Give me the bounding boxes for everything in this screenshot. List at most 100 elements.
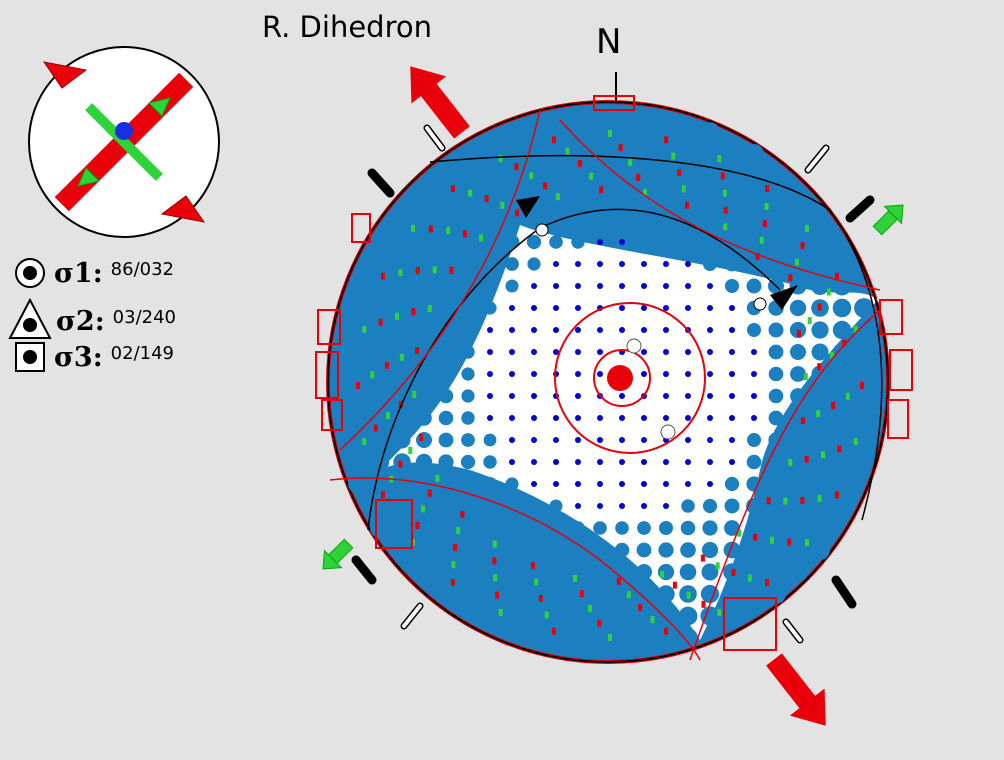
grid-dot [524,144,544,164]
grid-dot [437,541,455,559]
kinematic-tick [842,339,847,347]
grid-dot [481,189,499,207]
grid-dot [371,387,389,405]
grid-dot [415,475,433,493]
grid-dot [480,606,500,626]
grid-dot [810,496,830,516]
grid-dot [370,452,390,472]
grid-dot [547,167,565,185]
grid-dot [370,518,390,538]
grid-dot [663,503,669,509]
red-arc-2 [339,109,541,451]
kinematic-tick [456,527,461,535]
grid-dot [483,279,497,293]
grid-dot [415,453,433,471]
grid-dot [788,518,808,538]
grid-dot [768,454,784,470]
kinematic-tick [769,536,774,544]
grid-dot [810,210,830,230]
grid-dot [854,342,874,362]
grid-dot [832,276,852,296]
kinematic-tick [628,158,633,166]
grid-dot [745,189,763,207]
kinematic-tick [686,591,691,599]
grid-dot [701,563,719,581]
kinematic-tick [723,206,728,214]
sigma2-label: σ2: [56,305,105,337]
grid-dot [505,257,519,271]
sigma1-row: σ1: 86/032 [50,256,174,290]
grid-dot [548,212,564,228]
grid-dot [745,233,763,251]
grid-dot [348,276,368,296]
grid-dot [502,122,522,142]
grid-dot [416,432,432,448]
grid-dot [547,585,565,603]
kinematic-tick [800,496,805,504]
kinematic-tick [701,600,706,608]
grid-dot [722,584,742,604]
kinematic-tick [419,434,424,442]
grid-dot [707,481,713,487]
grid-dot [480,166,500,186]
grid-dot [575,283,581,289]
grid-dot [679,189,697,207]
sigma1-label: σ1: [54,257,103,289]
grid-dot [414,210,434,230]
kinematic-tick [453,543,458,551]
grid-dot [591,607,609,625]
grid-dot [348,408,368,428]
grid-dot [656,144,676,164]
grid-dot [663,371,669,377]
grid-dot [526,212,542,228]
kinematic-tick [587,605,592,613]
kinematic-tick [460,511,465,518]
grid-dot [509,459,515,465]
great-circle-1 [367,208,781,531]
triangle-icon [8,297,52,339]
grid-dot [509,349,515,355]
grid-dot [854,452,874,472]
sigma1-point [607,365,633,391]
grid-dot [575,503,581,509]
grid-dot [546,628,566,648]
grid-dot [525,563,543,581]
grid-dot [729,327,735,333]
kinematic-tick [451,561,456,569]
grid-dot [348,386,368,406]
kinematic-tick [432,266,437,274]
grid-dot [487,349,493,355]
square-icon [15,342,45,372]
grid-dot [810,518,830,538]
grid-dot [460,300,476,316]
grid-dot [707,305,713,311]
grid-dot [766,166,786,186]
grid-dot [707,459,713,465]
grid-dot [707,283,713,289]
pole-point-4 [753,297,767,311]
kinematic-tick [731,568,736,576]
grid-dot [591,145,609,163]
kinematic-tick [804,455,809,463]
grid-dot [480,584,500,604]
circle-icon [15,258,45,288]
kinematic-tick [398,269,403,277]
grid-dot [658,542,674,558]
grid-dot [597,261,603,267]
kinematic-tick [551,627,556,635]
grid-dot [505,499,519,513]
grid-dot [392,232,412,252]
kinematic-tick [765,579,770,586]
grid-dot [811,277,829,295]
grid-dot [724,498,740,514]
grid-dot [685,261,691,267]
grid-dot [459,541,477,559]
stress-regime-icon [28,46,220,238]
grid-dot [571,235,585,249]
grid-dot [745,519,763,537]
grid-dot [504,542,520,558]
grid-dot [854,320,874,340]
grid-dot [685,415,691,421]
grid-dot [832,320,852,340]
grid-dot [504,520,520,536]
